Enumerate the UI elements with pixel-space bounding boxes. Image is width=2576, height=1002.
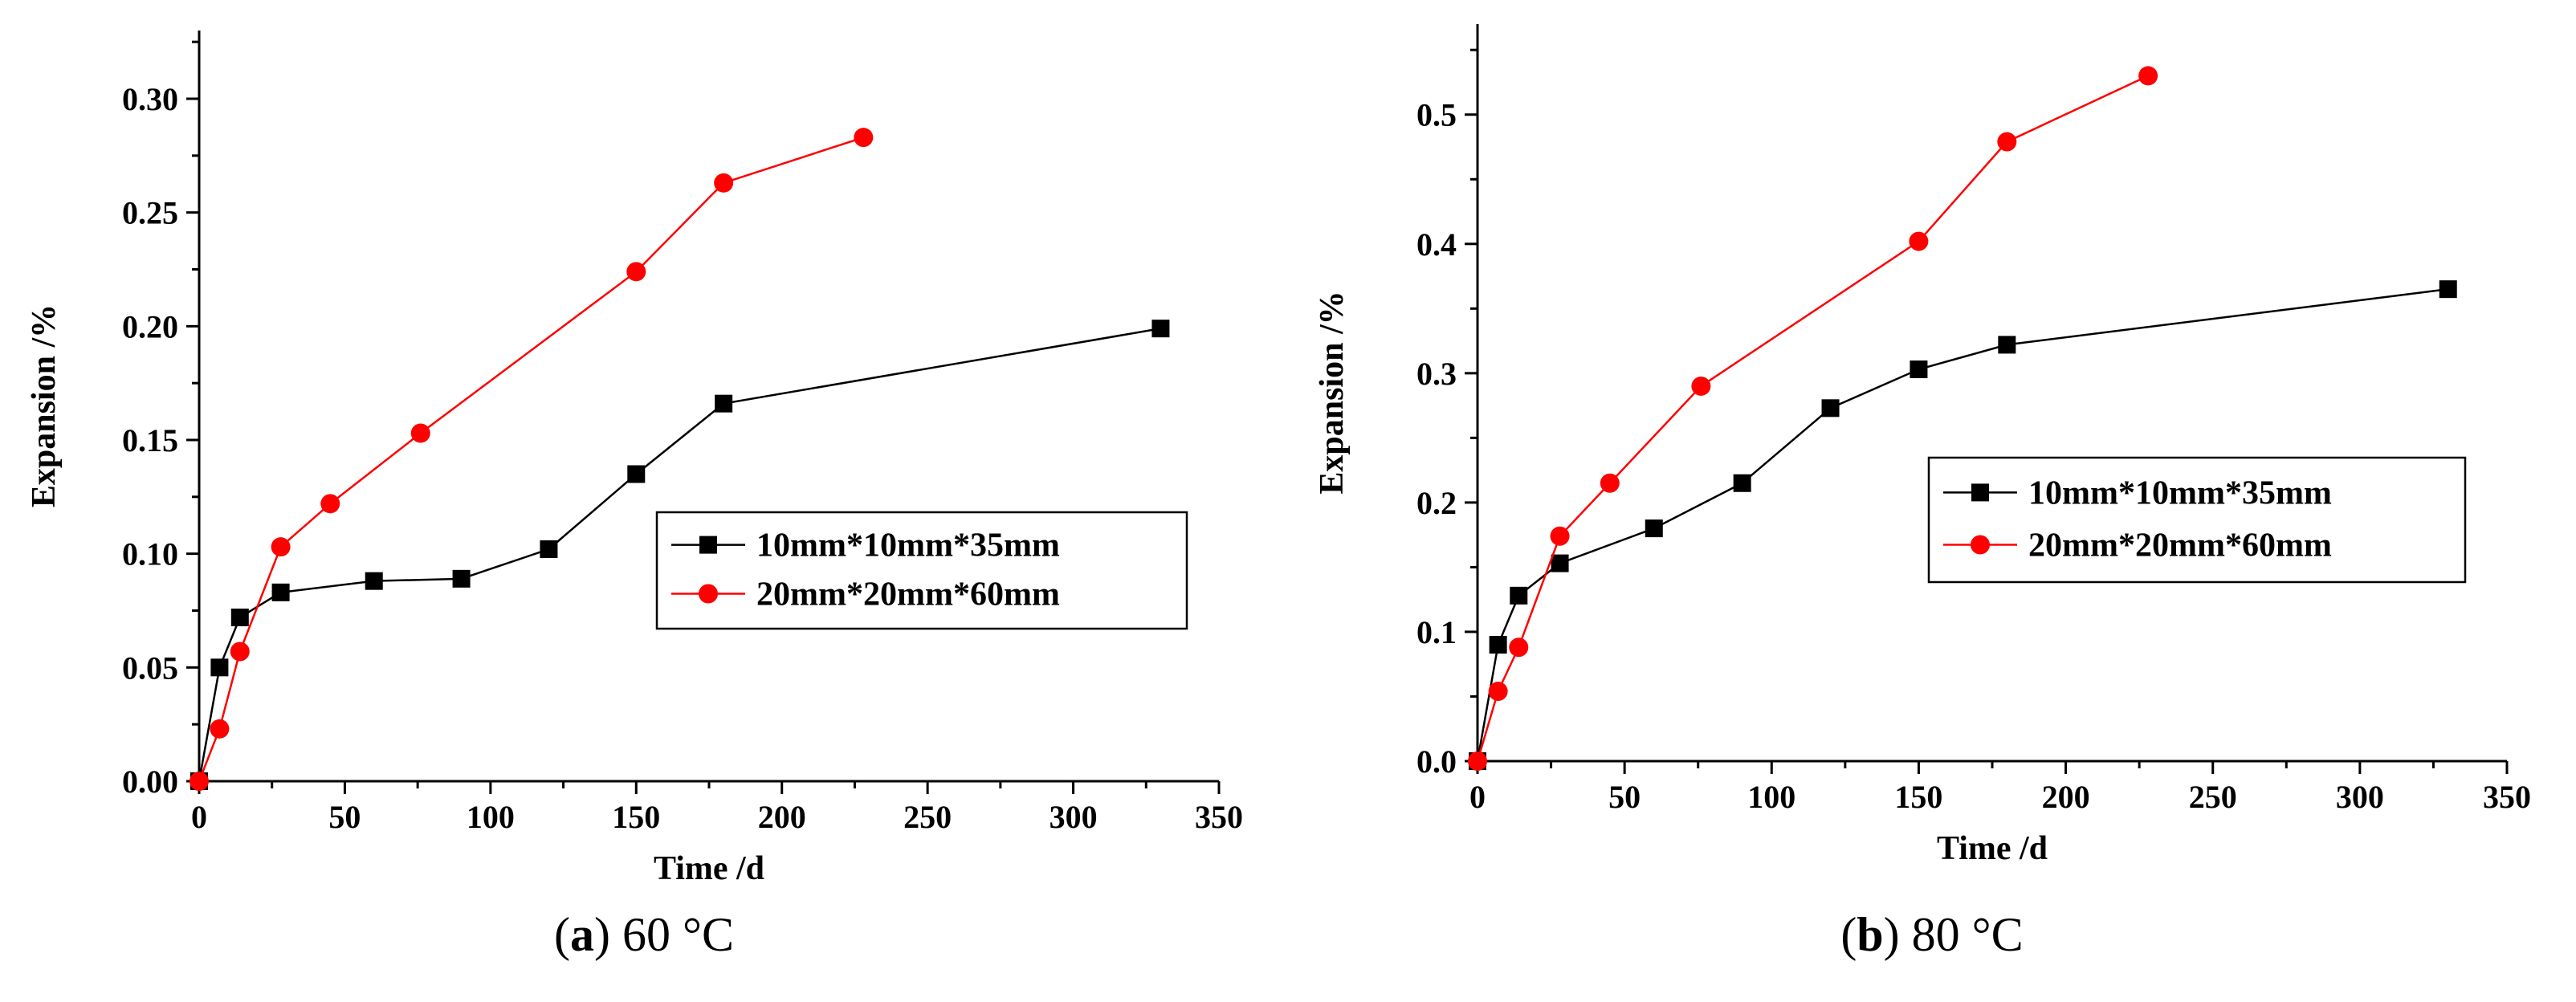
chart-b-series-1-point: [1910, 360, 1928, 379]
chart-a-series-1-point: [230, 609, 249, 626]
chart-a-series-1-point: [271, 583, 290, 601]
chart-a-series-1-point: [210, 658, 229, 677]
chart-a-series-2-line: [198, 136, 864, 782]
chart-b-x-tick-label: 300: [2336, 779, 2384, 815]
chart-b-y-tick-label: 0.0: [1416, 743, 1457, 780]
chart-b-series-2-point: [1600, 473, 1620, 493]
caption-b: (b) 80 °C: [1840, 908, 2024, 961]
chart-b-series-1-point: [1645, 519, 1663, 538]
chart-a-legend-marker-2: [699, 584, 718, 604]
chart-b-series-2-point: [1691, 376, 1711, 396]
chart-a-series-2-point: [190, 772, 209, 791]
chart-a-series-2-point: [271, 537, 291, 557]
chart-b-x-tick-label: 0: [1469, 779, 1486, 815]
chart-a-series-1-point: [1151, 320, 1170, 338]
chart-b-series-1-point: [1821, 399, 1840, 418]
chart-a-series-1-point: [715, 394, 733, 413]
chart-a-x-tick-label: 0: [191, 799, 207, 835]
chart-b-legend-label-2: 20mm*20mm*60mm: [2028, 527, 2332, 564]
chart-b-y-tick-label: 0.2: [1416, 485, 1457, 521]
chart-b-y-axis-title: Expansion /%: [1314, 291, 1351, 494]
caption-a-letter: a: [569, 908, 594, 961]
chart-b-legend: [1927, 456, 2467, 584]
chart-a-series-1-point: [627, 465, 646, 483]
chart-a-y-tick-label: 0.10: [122, 536, 178, 572]
chart-panel-a: 0 50 100 150 200 250 300 350 0.00 0.05 0.10 0.15 0.2…: [26, 31, 1243, 961]
chart-b-legend-marker-2: [1971, 535, 1990, 555]
caption-a: (a) 60 °C: [554, 908, 734, 961]
chart-a-series-2-point: [210, 719, 230, 739]
chart-b-series-1-point: [1551, 554, 1569, 572]
chart-a-series-2-point: [626, 262, 646, 282]
chart-b-series-1-point: [2439, 280, 2457, 299]
chart-b-svg: 0 50 100 150 200 250 300 350 0.0 0.1 0.2 0.3 0.4 0.5 T…: [1314, 24, 2531, 867]
chart-b-x-tick-label: 100: [1747, 779, 1795, 815]
chart-a-x-tick-label: 350: [1195, 799, 1243, 835]
chart-a-x-tick-label: 300: [1050, 799, 1098, 835]
chart-a-y-tick-label: 0.30: [122, 81, 178, 117]
chart-a-x-tick-label: 200: [758, 799, 806, 835]
chart-b-series-1-point: [1998, 336, 2016, 354]
chart-a-series-2-point: [854, 128, 874, 148]
chart-a-x-tick-label: 250: [903, 799, 952, 835]
caption-a-text: 60 °C: [609, 908, 734, 961]
chart-b-y-tick-label: 0.5: [1416, 97, 1457, 133]
chart-a-series-1-point: [540, 540, 558, 558]
caption-b-letter: b: [1857, 908, 1884, 961]
chart-b-series-2-point: [1488, 682, 1508, 702]
chart-a-series-1-line: [198, 327, 1161, 782]
chart-b-x-tick-label: 50: [1608, 779, 1641, 815]
chart-b-x-tick-label: 200: [2042, 779, 2090, 815]
chart-b-series-2-point: [1468, 752, 1487, 771]
chart-a-y-tick-label: 0.00: [122, 764, 178, 800]
chart-b-x-tick-label: 250: [2189, 779, 2237, 815]
chart-b-y-tick-label: 0.3: [1416, 356, 1457, 392]
chart-b-series-2-line: [1476, 75, 2149, 762]
chart-b-series-1-line: [1476, 287, 2448, 762]
chart-a-y-tick-label: 0.25: [122, 195, 178, 231]
chart-a-legend-marker-1: [699, 536, 717, 554]
chart-a-y-tick-label: 0.05: [122, 650, 178, 686]
chart-a-x-tick-label: 50: [328, 799, 361, 835]
chart-b-series-2-point: [1550, 526, 1570, 546]
chart-a-y-axis-title: Expansion /%: [26, 304, 63, 507]
chart-a-y-tick-label: 0.20: [122, 308, 178, 344]
chart-a-series-2-point: [320, 494, 340, 514]
chart-b-series-2-point: [1909, 231, 1929, 251]
chart-b-x-tick-label: 150: [1894, 779, 1942, 815]
chart-a-y-tick-label: 0.15: [122, 422, 178, 458]
chart-b-series-1-point: [1733, 474, 1751, 492]
chart-b-x-axis-title: Time /d: [1937, 830, 2048, 867]
chart-a-x-tick-label: 100: [467, 799, 515, 835]
chart-a-svg: 0 50 100 150 200 250 300 350 0.00 0.05 0.10 0.15 0.2…: [26, 31, 1243, 887]
chart-b-series-1-point: [1510, 586, 1528, 605]
chart-a-legend-label-1: 10mm*10mm*35mm: [756, 527, 1060, 564]
chart-panel-b: 0 50 100 150 200 250 300 350 0.0 0.1 0.2 0.3 0.4 0.5 T…: [1288, 0, 2576, 1002]
caption-b-text: 80 °C: [1899, 908, 2024, 961]
chart-a-series-1-point: [452, 569, 471, 588]
chart-a-series-2-point: [410, 423, 430, 443]
chart-b-series-1-point: [1489, 636, 1507, 654]
chart-a-x-tick-label: 150: [612, 799, 660, 835]
chart-b-y-tick-label: 0.1: [1416, 614, 1457, 650]
chart-b-series-2-point: [2138, 66, 2158, 86]
chart-a-series-2-point: [230, 642, 250, 662]
chart-b-series-2-point: [1997, 132, 2017, 152]
chart-a-legend-label-2: 20mm*20mm*60mm: [756, 576, 1060, 613]
chart-b-x-tick-label: 350: [2483, 779, 2531, 815]
chart-a-series-1-point: [365, 572, 383, 590]
chart-a-series-2-point: [714, 173, 734, 193]
chart-b-legend-label-1: 10mm*10mm*35mm: [2028, 475, 2332, 511]
chart-b-legend-marker-1: [1971, 483, 1989, 502]
chart-a-x-axis-title: Time /d: [654, 850, 764, 887]
chart-a-legend: [655, 511, 1188, 630]
chart-b-series-2-point: [1509, 637, 1529, 658]
chart-b-y-tick-label: 0.4: [1416, 226, 1457, 263]
